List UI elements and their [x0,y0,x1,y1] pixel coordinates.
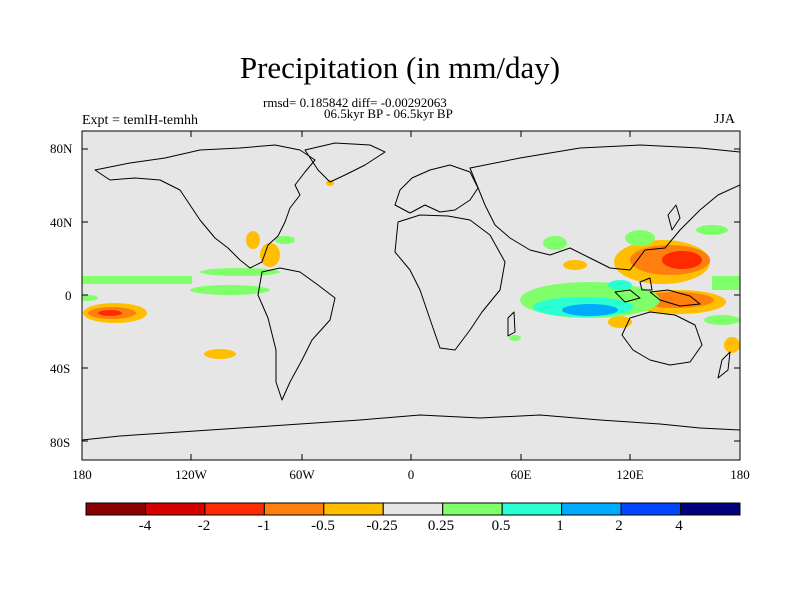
anomaly-patch [275,236,295,244]
anomaly-patch [200,268,280,276]
colorbar-cell [561,502,622,516]
anomaly-patch [608,280,632,290]
anomaly-patch [260,243,280,267]
island [649,289,701,307]
season-label: JJA [714,112,736,127]
anomaly-patch [98,310,122,316]
stats-text: rmsd= 0.185842 diff= -0.00292063 [263,95,447,110]
lat-label: 0 [65,288,72,303]
colorbar-cell [680,502,741,516]
anomaly-patch [204,349,236,359]
anomaly-patch [712,276,740,290]
colorbar-label: 1 [556,518,564,534]
colorbar-label: 2 [615,518,623,534]
lon-label: 0 [407,467,415,482]
colorbar-cell [204,502,265,516]
colorbar-label: 0.5 [491,518,511,534]
lon-label: 120W [175,467,207,482]
anomaly-patch [662,251,702,269]
colorbar-cell [85,502,146,516]
lon-label: 60E [510,467,532,482]
anomaly-patch [724,337,740,353]
anomaly-patch [82,295,98,301]
island-madagascar [507,311,516,337]
anomaly-patch [543,236,567,250]
anomaly-patch [246,231,260,249]
lat-label: 40N [50,215,73,230]
lon-label: 60W [289,467,315,482]
lat-ticks [82,148,740,442]
lon-ticks [190,131,631,460]
lat-label: 80S [50,435,71,450]
continent-australia [621,311,703,366]
anomaly-patch [562,304,618,316]
colorbar-cell [323,502,384,516]
lon-label: 120E [616,467,644,482]
lon-label: 180 [730,467,750,482]
island-japan [667,204,681,231]
continent-antarctica [82,414,740,441]
colorbar-cell [620,502,682,516]
anomaly-patch [608,316,632,328]
island [614,289,641,303]
colorbar-cell [263,502,325,516]
lat-label: 40S [50,361,71,376]
coastlines [82,142,740,441]
anomaly-patch [625,230,655,246]
colorbar-label: -4 [138,518,152,534]
colorbar-cell [501,502,563,516]
island [639,277,653,291]
lat-label: 80N [50,141,73,156]
colorbar-cell [442,502,503,516]
colorbar-label: 0.25 [427,518,455,534]
colorbar-cell [144,502,206,516]
island-greenland [304,142,386,183]
lon-label: 180 [72,467,92,482]
colorbar-label: 4 [675,518,683,534]
anomaly-patch [704,315,740,325]
colorbar-label: -0.5 [311,518,335,534]
continent-north-america [94,144,316,269]
colorbar-label: -2 [197,518,211,534]
map-title: Precipitation (in mm/day) [239,50,561,85]
continent-south-america [257,267,336,401]
island-new-zealand [717,351,731,379]
experiment-label: Expt = temlH-temhh [82,113,198,128]
continent-asia [469,144,740,271]
colorbar-label: -1 [257,518,271,534]
anomaly-patch [190,285,270,295]
continent-africa [394,214,506,351]
anomaly-patch [82,276,192,284]
colorbar-label: -0.25 [366,518,398,534]
colorbar [85,502,741,516]
anomaly-patch [509,335,521,341]
anomaly-patch [696,225,728,235]
period-text: 06.5kyr BP - 06.5kyr BP [324,106,453,121]
anomaly-patch [563,260,587,270]
colorbar-cell [382,502,444,516]
